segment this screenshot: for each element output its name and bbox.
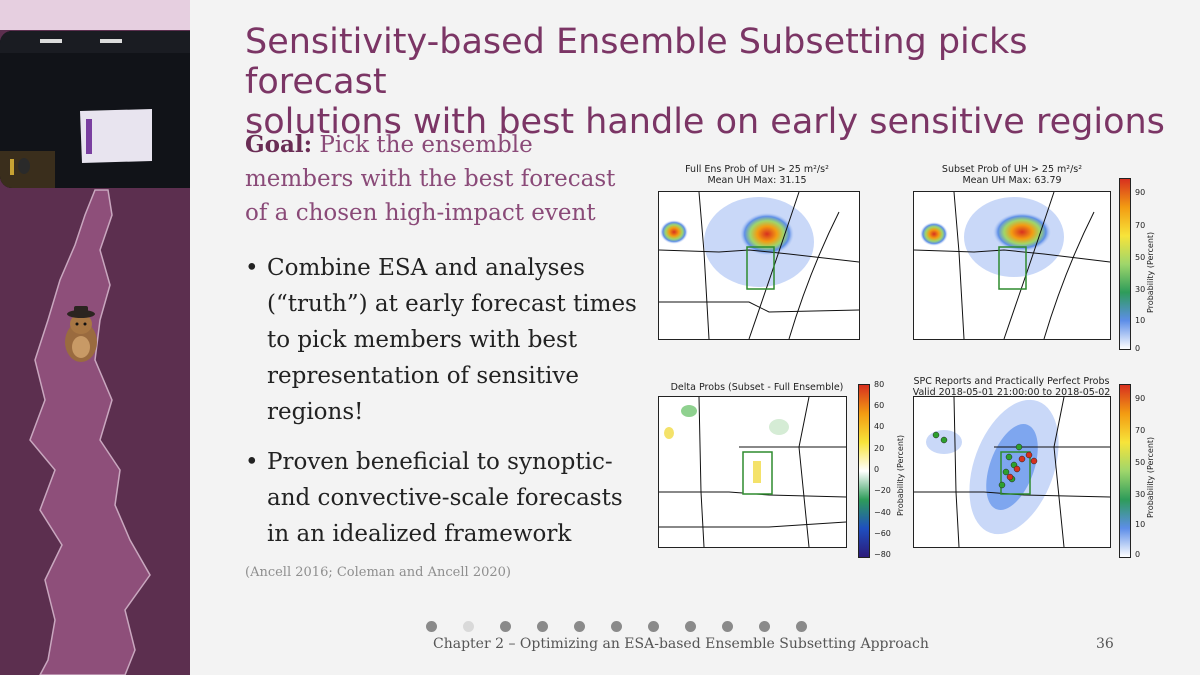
slide-title: Sensitivity-based Ensemble Subsetting pi…: [245, 22, 1175, 142]
panel4-colorbar: [1119, 384, 1131, 558]
colorbar-tick: −80: [874, 550, 891, 559]
panel1-map-graphic: [659, 192, 859, 339]
panel2-map-graphic: [914, 192, 1110, 339]
panel3-title-line1: Delta Probs (Subset - Full Ensemble): [670, 382, 844, 393]
bullet-item: • Proven beneficial to synoptic- and con…: [245, 444, 640, 552]
nav-dot[interactable]: [759, 621, 770, 632]
colorbar-label: Probability (Percent): [896, 434, 905, 516]
nav-dot[interactable]: [574, 621, 585, 632]
colorbar-tick: −60: [874, 529, 891, 538]
colorbar-tick: 10: [1135, 316, 1146, 325]
colorbar-tick: 40: [874, 422, 885, 431]
nav-dot[interactable]: [500, 621, 511, 632]
panel3-map: [658, 396, 847, 548]
panel2-title-line2: Mean UH Max: 63.79: [962, 175, 1062, 186]
colorbar-tick: 30: [1135, 490, 1146, 499]
colorbar-tick: 60: [874, 401, 885, 410]
colorbar-tick: 70: [1135, 426, 1146, 435]
panel2-title-line1: Subset Prob of UH > 25 m²/s²: [941, 164, 1083, 175]
panel2-title: Subset Prob of UH > 25 m²/s² Mean UH Max…: [907, 164, 1117, 186]
panel1-title-line1: Full Ens Prob of UH > 25 m²/s²: [685, 164, 829, 175]
nav-dot[interactable]: [685, 621, 696, 632]
nav-dot[interactable]: [796, 621, 807, 632]
bullet-item: • Combine ESA and analyses (“truth”) at …: [245, 250, 640, 430]
bullet-text: Proven beneficial to synoptic- and conve…: [267, 449, 623, 547]
colorbar-tick: 50: [1135, 458, 1146, 467]
bullet-list: • Combine ESA and analyses (“truth”) at …: [245, 250, 640, 566]
colorbar-tick: 90: [1135, 394, 1146, 403]
nav-dot[interactable]: [426, 621, 437, 632]
slide-title-line-1: Sensitivity-based Ensemble Subsetting pi…: [245, 22, 1028, 102]
colorbar-tick: 0: [1135, 550, 1141, 559]
goal-label: Goal:: [245, 131, 313, 158]
panel2-map: [913, 191, 1111, 340]
groundhog-icon: [65, 306, 97, 362]
slide-title-line-2: solutions with best handle on early sens…: [245, 102, 1165, 142]
bullet-dot: •: [245, 449, 259, 475]
colorbar-tick: 80: [874, 380, 885, 389]
bullet-text: Combine ESA and analyses (“truth”) at ea…: [267, 255, 637, 425]
ensemble-figure: Full Ens Prob of UH > 25 m²/s² Mean UH M…: [652, 158, 1162, 570]
citation: (Ancell 2016; Coleman and Ancell 2020): [245, 565, 511, 580]
colorbar-tick: 90: [1135, 188, 1146, 197]
colorbar-tick: 30: [1135, 285, 1146, 294]
colorbar-tick: 20: [874, 444, 885, 453]
panel2-colorbar: [1119, 178, 1131, 350]
colorbar-tick: 70: [1135, 221, 1146, 230]
slide-navigation-dots: [426, 621, 846, 633]
panel1-map: [658, 191, 860, 340]
colorbar-tick: −20: [874, 486, 891, 495]
sidebar-top-band: [0, 0, 190, 30]
slide-footer: Chapter 2 – Optimizing an ESA-based Ense…: [433, 636, 929, 652]
colorbar-tick: 10: [1135, 520, 1146, 529]
colorbar-tick: −40: [874, 508, 891, 517]
bullet-dot: •: [245, 255, 259, 281]
panel3-colorbar: [858, 384, 870, 558]
panel1-title: Full Ens Prob of UH > 25 m²/s² Mean UH M…: [652, 164, 862, 186]
colorbar-label: Probability (Percent): [1146, 231, 1155, 313]
goal-text: Pick the ensemble members with the best …: [245, 132, 616, 226]
panel3-title: Delta Probs (Subset - Full Ensemble): [652, 382, 862, 393]
panel1-title-line2: Mean UH Max: 31.15: [707, 175, 807, 186]
panel4-map: [913, 396, 1111, 548]
goal-statement: Goal: Pick the ensemble members with the…: [245, 128, 645, 230]
colorbar-tick: 0: [874, 465, 880, 474]
nav-dot[interactable]: [537, 621, 548, 632]
colorbar-tick: 50: [1135, 253, 1146, 262]
nav-dot[interactable]: [611, 621, 622, 632]
page-number: 36: [1096, 636, 1114, 652]
nav-dot[interactable]: [648, 621, 659, 632]
colorbar-tick: 0: [1135, 344, 1141, 353]
nav-dot[interactable]: [722, 621, 733, 632]
panel4-map-graphic: [914, 397, 1110, 547]
panel4-title-line1: SPC Reports and Practically Perfect Prob…: [913, 376, 1110, 387]
panel3-map-graphic: [659, 397, 846, 547]
colorbar-label: Probability (Percent): [1146, 436, 1155, 518]
nav-dot-current[interactable]: [463, 621, 474, 632]
river-shape-decoration: [29, 189, 151, 675]
